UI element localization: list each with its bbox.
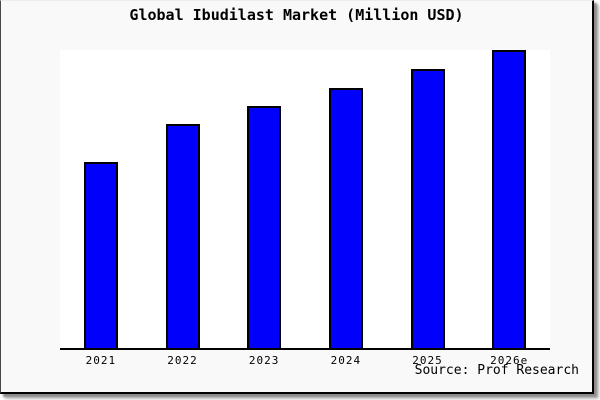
bar-2023 [247,106,282,348]
x-tick-label-2022: 2022 [167,354,198,367]
bar-slot [468,50,550,348]
bar-2024 [328,88,363,348]
source-note: Source: Prof Research [414,363,579,378]
bar-series [60,50,550,348]
bar-2026e [492,50,527,348]
x-axis-tick-labels: 2021 2022 2023 2024 2025 2026e [60,354,550,367]
chart-canvas: Global Ibudilast Market (Million USD) 20… [0,0,594,394]
bar-slot [142,50,224,348]
x-tick-label-2024: 2024 [330,354,362,367]
bar-2022 [165,124,200,348]
bar-2025 [410,69,445,348]
x-tick-label-2025: 2025 [412,354,443,367]
bar-slot [305,50,387,348]
plot-area [60,50,550,350]
x-tick-label-2026e: 2026e [490,354,529,367]
x-tick-label-2021: 2021 [85,354,117,367]
bar-slot [223,50,305,348]
bar-2021 [83,162,118,348]
chart-title: Global Ibudilast Market (Million USD) [129,6,464,24]
bar-slot [60,50,142,348]
x-tick-label-2023: 2023 [248,354,280,367]
bar-slot [387,50,469,348]
